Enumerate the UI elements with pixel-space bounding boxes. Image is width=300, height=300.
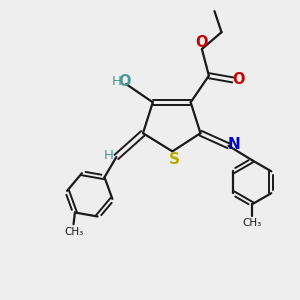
Text: CH₃: CH₃ [64,226,83,236]
Text: O: O [195,35,207,50]
Text: N: N [227,137,240,152]
Text: S: S [169,152,180,167]
Text: O: O [232,72,244,87]
Text: CH₃: CH₃ [243,218,262,228]
Text: H: H [103,149,113,162]
Text: H: H [111,75,121,88]
Text: O: O [118,74,131,89]
